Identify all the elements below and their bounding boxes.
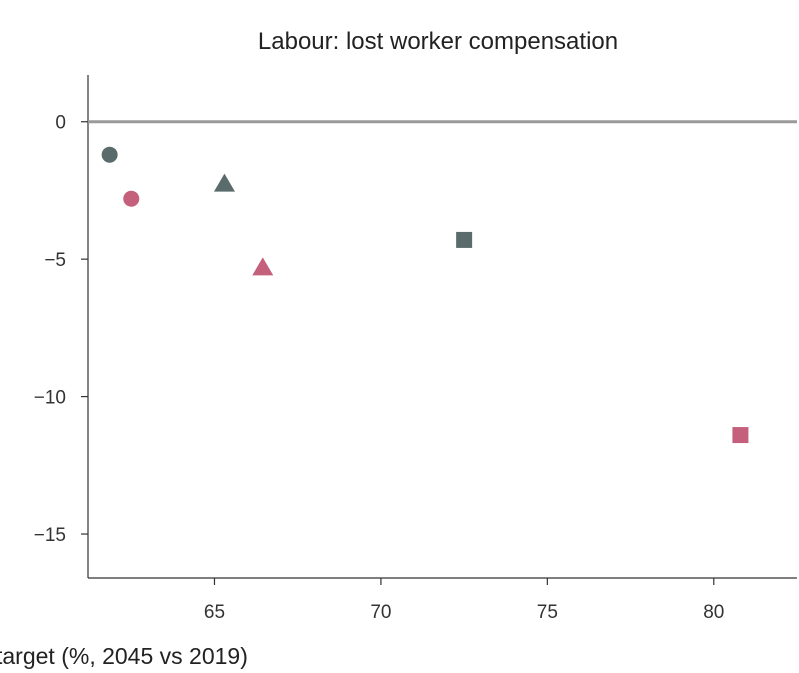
y-ticks: 0 −5 −10 −15	[34, 113, 88, 546]
data-point-triangle-dark	[213, 173, 235, 192]
data-point-square-pink	[732, 427, 749, 444]
x-tick-label: 80	[703, 602, 724, 623]
y-tick-label: −10	[34, 388, 66, 409]
x-tick-label: 65	[204, 602, 225, 623]
x-ticks: 65 70 75 80	[204, 578, 724, 623]
x-tick-label: 75	[537, 602, 558, 623]
y-tick-label: −5	[44, 250, 66, 271]
chart-title: Labour: lost worker compensation	[258, 28, 618, 55]
data-point-square-dark	[456, 231, 473, 248]
x-axis-label: target (%, 2045 vs 2019)	[0, 643, 248, 669]
x-tick-label: 70	[370, 602, 391, 623]
data-point-circle-dark	[101, 146, 118, 163]
data-points	[101, 146, 749, 444]
data-point-circle-pink	[123, 190, 140, 207]
y-tick-label: −15	[34, 525, 66, 546]
data-point-triangle-pink	[252, 257, 274, 276]
axes	[87, 75, 797, 579]
y-tick-label: 0	[55, 113, 66, 134]
